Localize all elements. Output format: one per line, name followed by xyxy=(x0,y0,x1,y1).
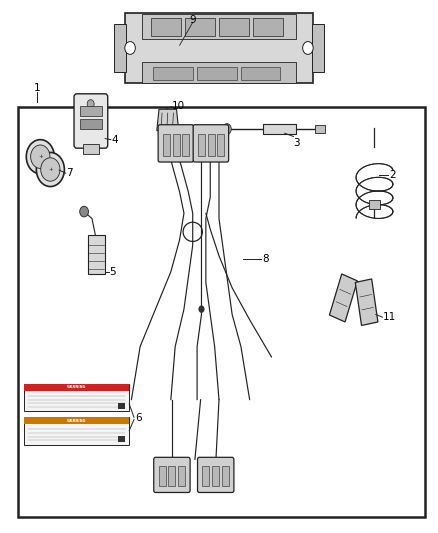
Bar xyxy=(24,417,129,445)
Text: 4: 4 xyxy=(112,135,118,144)
Bar xyxy=(312,24,324,72)
Polygon shape xyxy=(329,274,357,322)
Text: 3: 3 xyxy=(293,138,300,148)
Circle shape xyxy=(198,305,205,313)
Bar xyxy=(182,134,189,156)
Bar xyxy=(217,134,224,156)
Bar xyxy=(24,384,129,391)
Circle shape xyxy=(41,158,60,181)
Circle shape xyxy=(223,124,231,134)
Bar xyxy=(114,24,126,72)
Bar xyxy=(83,144,99,154)
Text: 7: 7 xyxy=(67,168,73,178)
Bar xyxy=(178,466,185,486)
Bar xyxy=(142,14,296,39)
Bar xyxy=(222,466,229,486)
Bar xyxy=(151,18,180,36)
Bar xyxy=(88,235,105,274)
FancyBboxPatch shape xyxy=(193,125,229,162)
Bar xyxy=(202,466,209,486)
Bar xyxy=(185,18,215,36)
Bar xyxy=(197,67,237,80)
FancyBboxPatch shape xyxy=(154,457,190,492)
Circle shape xyxy=(36,152,64,187)
Text: WARNING: WARNING xyxy=(67,385,86,390)
Text: +: + xyxy=(48,167,53,172)
FancyBboxPatch shape xyxy=(74,94,108,148)
Bar xyxy=(208,134,215,156)
Bar xyxy=(315,125,325,133)
Polygon shape xyxy=(157,109,179,131)
Circle shape xyxy=(303,42,313,54)
Bar xyxy=(163,134,170,156)
Bar xyxy=(80,119,102,129)
Bar xyxy=(253,18,283,36)
Bar xyxy=(125,13,313,83)
Text: 5: 5 xyxy=(110,267,116,277)
Bar xyxy=(18,107,425,517)
FancyBboxPatch shape xyxy=(198,457,234,492)
Bar xyxy=(168,466,175,486)
Text: 2: 2 xyxy=(389,170,396,180)
Bar xyxy=(263,124,296,134)
Bar xyxy=(198,134,205,156)
Text: 8: 8 xyxy=(262,254,268,263)
Bar xyxy=(212,466,219,486)
Bar xyxy=(369,200,380,209)
Circle shape xyxy=(26,140,54,174)
Bar xyxy=(173,134,180,156)
Bar xyxy=(80,106,102,116)
Text: WARNING: WARNING xyxy=(67,418,86,423)
FancyBboxPatch shape xyxy=(158,125,194,162)
Circle shape xyxy=(80,206,88,217)
Bar xyxy=(241,67,280,80)
Bar xyxy=(118,403,125,409)
Circle shape xyxy=(31,145,50,168)
Bar xyxy=(24,417,129,424)
Bar xyxy=(142,62,296,83)
Circle shape xyxy=(87,100,94,108)
Text: 11: 11 xyxy=(383,312,396,322)
Bar xyxy=(153,67,193,80)
Polygon shape xyxy=(355,279,378,326)
Bar xyxy=(24,384,129,411)
Circle shape xyxy=(125,42,135,54)
Bar xyxy=(219,18,249,36)
Text: +: + xyxy=(38,154,42,159)
Text: 9: 9 xyxy=(189,15,196,25)
Text: 10: 10 xyxy=(172,101,185,110)
Text: 1: 1 xyxy=(34,83,41,93)
Bar xyxy=(118,436,125,442)
Bar xyxy=(159,466,166,486)
Text: 6: 6 xyxy=(135,414,141,423)
